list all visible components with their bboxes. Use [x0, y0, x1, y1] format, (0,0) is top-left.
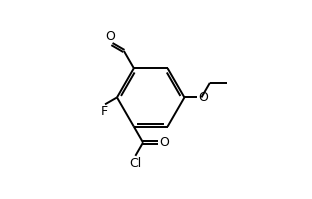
Text: O: O: [198, 91, 208, 104]
Text: Cl: Cl: [129, 157, 142, 170]
Text: F: F: [101, 105, 108, 118]
Text: O: O: [159, 136, 169, 149]
Text: O: O: [105, 30, 115, 43]
